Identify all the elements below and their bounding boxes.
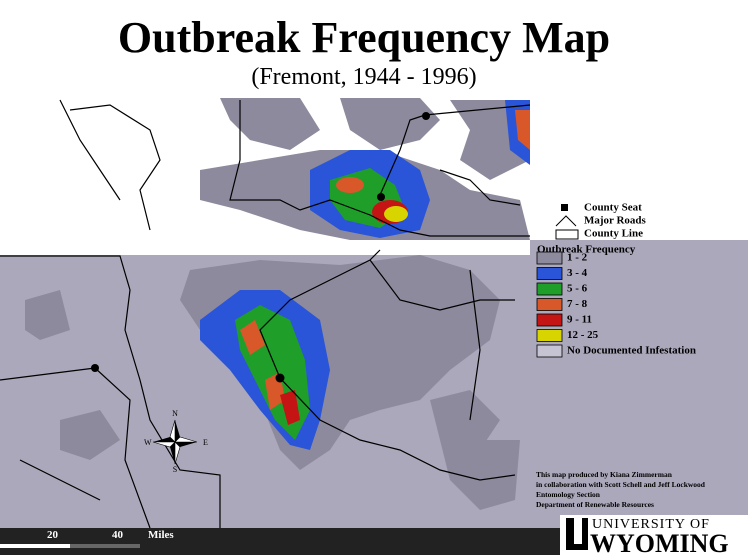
county-lines (0, 99, 531, 529)
logo-background (560, 515, 748, 555)
logo-text: WYOMING (590, 529, 729, 555)
legend-label: 3 - 4 (567, 267, 588, 279)
legend-swatch (536, 251, 563, 265)
logo-text: UNIVERSITY OF (592, 517, 710, 532)
legend-label: 12 - 25 (567, 329, 599, 341)
map-title: Outbreak Frequency Map (118, 13, 610, 62)
legend-swatch (536, 282, 563, 296)
legend-label: 1 - 2 (567, 252, 588, 264)
compass: N S E W (144, 409, 208, 474)
map-subtitle: (Fremont, 1944 - 1996) (251, 64, 476, 90)
scale-label: 20 (47, 529, 59, 541)
county-seats (91, 112, 430, 383)
scale-bar (70, 544, 140, 548)
legend-background (530, 240, 748, 528)
legend-swatch (536, 298, 563, 311)
credit-line: Entomology Section (536, 490, 601, 499)
legend-swatch (536, 329, 563, 342)
legend-swatch (536, 313, 563, 327)
legend-swatch (536, 344, 563, 358)
compass-label: E (203, 438, 208, 447)
legend-label: No Documented Infestation (567, 345, 696, 357)
scale-label: 40 (112, 529, 124, 541)
compass-label: N (172, 409, 178, 418)
legend-label: 9 - 11 (567, 314, 592, 326)
legend-label: 5 - 6 (567, 283, 588, 295)
county-line-symbol (555, 229, 579, 240)
bottom-band (0, 528, 560, 555)
scale-unit: Miles (148, 529, 174, 541)
high-frequency-areas (200, 100, 530, 450)
county-seat-symbol (561, 204, 568, 211)
legend-symbol-label: County Seat (584, 202, 642, 214)
credit-line: This map produced by Kiana Zimmerman (536, 470, 673, 479)
legend-symbol-label: County Line (584, 228, 643, 240)
legend-symbol-label: Major Roads (584, 215, 647, 227)
legend-swatch (536, 267, 563, 280)
compass-label: S (173, 465, 177, 474)
credit-line: in collaboration with Scott Schell and J… (536, 480, 706, 489)
legend-label: 7 - 8 (567, 298, 588, 310)
credit-line: Department of Renewable Resources (536, 500, 654, 509)
logo-mark (566, 518, 588, 550)
compass-label: W (144, 438, 152, 447)
road-symbol (555, 215, 577, 227)
